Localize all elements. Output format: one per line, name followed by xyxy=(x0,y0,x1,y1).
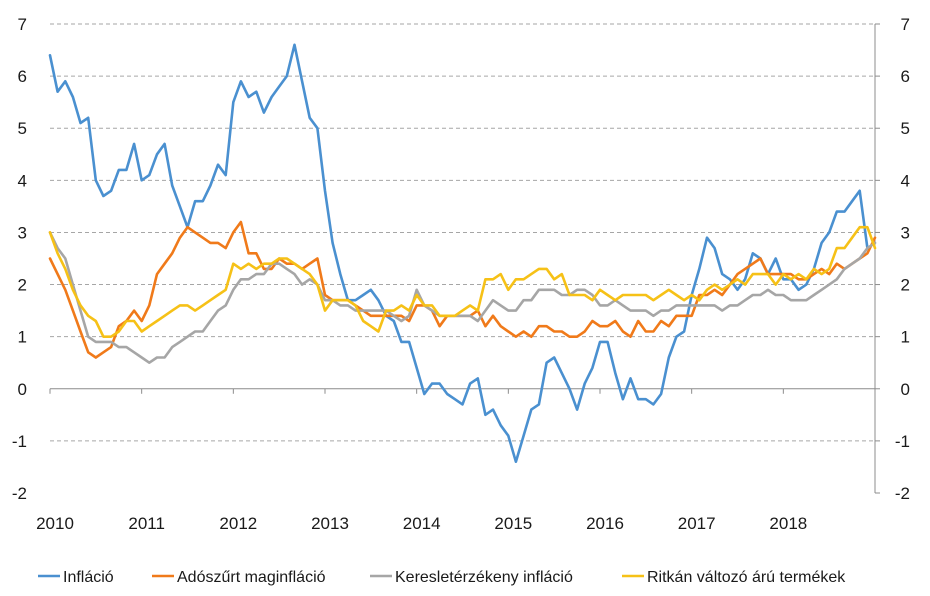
left-y-tick-label: -2 xyxy=(12,484,27,503)
left-y-tick-label: 2 xyxy=(18,276,27,295)
left-y-tick-label: 5 xyxy=(18,119,27,138)
legend-label: Infláció xyxy=(63,569,114,586)
right-y-tick-label: 3 xyxy=(901,223,910,242)
right-y-tick-label: 0 xyxy=(901,380,910,399)
x-tick-label: 2015 xyxy=(494,514,532,533)
left-y-tick-label: 0 xyxy=(18,380,27,399)
x-tick-label: 2017 xyxy=(678,514,716,533)
right-y-tick-label: -2 xyxy=(895,484,910,503)
right-y-tick-label: 4 xyxy=(901,171,910,190)
right-y-axis-ticks: -2 -1 0 1 2 3 4 5 6 7 xyxy=(895,15,910,503)
x-axis-ticks: 2010 2011 2012 2013 2014 2015 2016 2017 2018 xyxy=(36,514,807,533)
x-tick-label: 2016 xyxy=(586,514,624,533)
gridlines xyxy=(50,23,875,442)
right-y-tick-label: 7 xyxy=(901,15,910,34)
x-tick-label: 2013 xyxy=(311,514,349,533)
x-tick-label: 2012 xyxy=(219,514,257,533)
x-tick-label: 2014 xyxy=(403,514,441,533)
left-y-axis-ticks: -2 -1 0 1 2 3 4 5 6 7 xyxy=(12,15,27,503)
right-y-tick-label: 2 xyxy=(901,276,910,295)
left-y-tick-label: 1 xyxy=(18,328,27,347)
x-tick-label: 2010 xyxy=(36,514,74,533)
left-y-tick-label: 7 xyxy=(18,15,27,34)
series-lines xyxy=(48,43,877,464)
x-tick-label: 2018 xyxy=(769,514,807,533)
axes xyxy=(49,23,880,494)
legend: Infláció Adószűrt maginfláció Keresletérzé… xyxy=(38,569,846,586)
left-y-tick-label: -1 xyxy=(12,432,27,451)
right-y-tick-label: 6 xyxy=(901,67,910,86)
legend-label: Keresletérzékeny infláció xyxy=(395,569,573,586)
right-y-tick-label: 5 xyxy=(901,119,910,138)
x-tick-label: 2011 xyxy=(128,514,165,533)
left-y-tick-label: 6 xyxy=(18,67,27,86)
series-line-2 xyxy=(48,220,877,359)
right-y-tick-label: -1 xyxy=(895,432,910,451)
left-y-tick-label: 4 xyxy=(18,171,27,190)
legend-label: Adószűrt maginfláció xyxy=(177,569,326,586)
series-line-3 xyxy=(48,231,877,365)
left-y-tick-label: 3 xyxy=(18,223,27,242)
legend-label: Ritkán változó árú termékek xyxy=(647,569,846,586)
series-line-4 xyxy=(48,225,877,339)
right-y-tick-label: 1 xyxy=(901,328,910,347)
